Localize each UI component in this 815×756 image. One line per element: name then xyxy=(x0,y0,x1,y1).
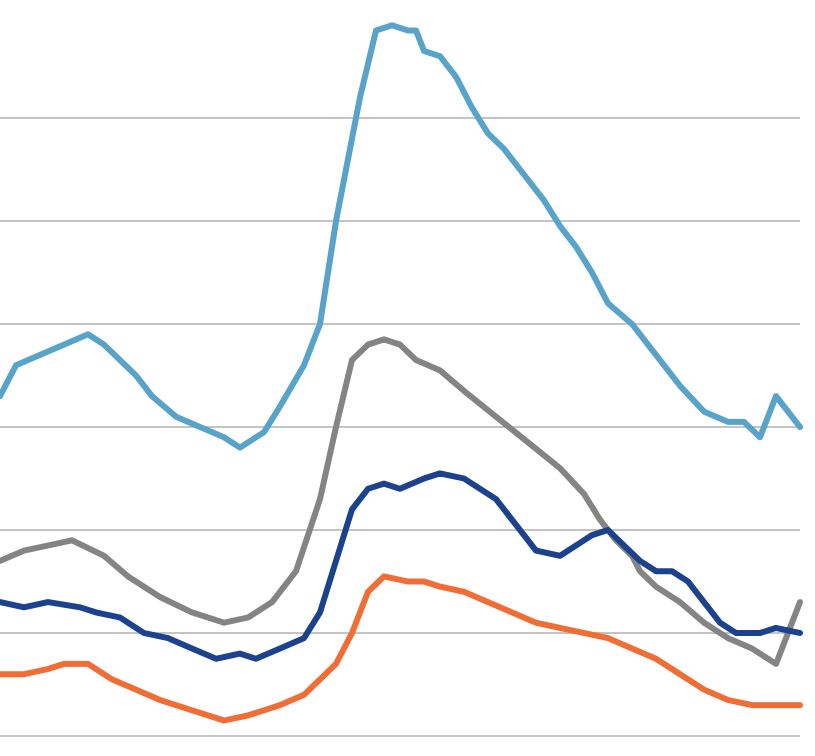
series-line-3 xyxy=(0,470,803,662)
series-lines xyxy=(0,22,803,724)
gridlines xyxy=(0,117,800,737)
series-line-2 xyxy=(0,336,803,667)
series-line-4 xyxy=(0,573,803,724)
series-line-1 xyxy=(0,22,803,451)
